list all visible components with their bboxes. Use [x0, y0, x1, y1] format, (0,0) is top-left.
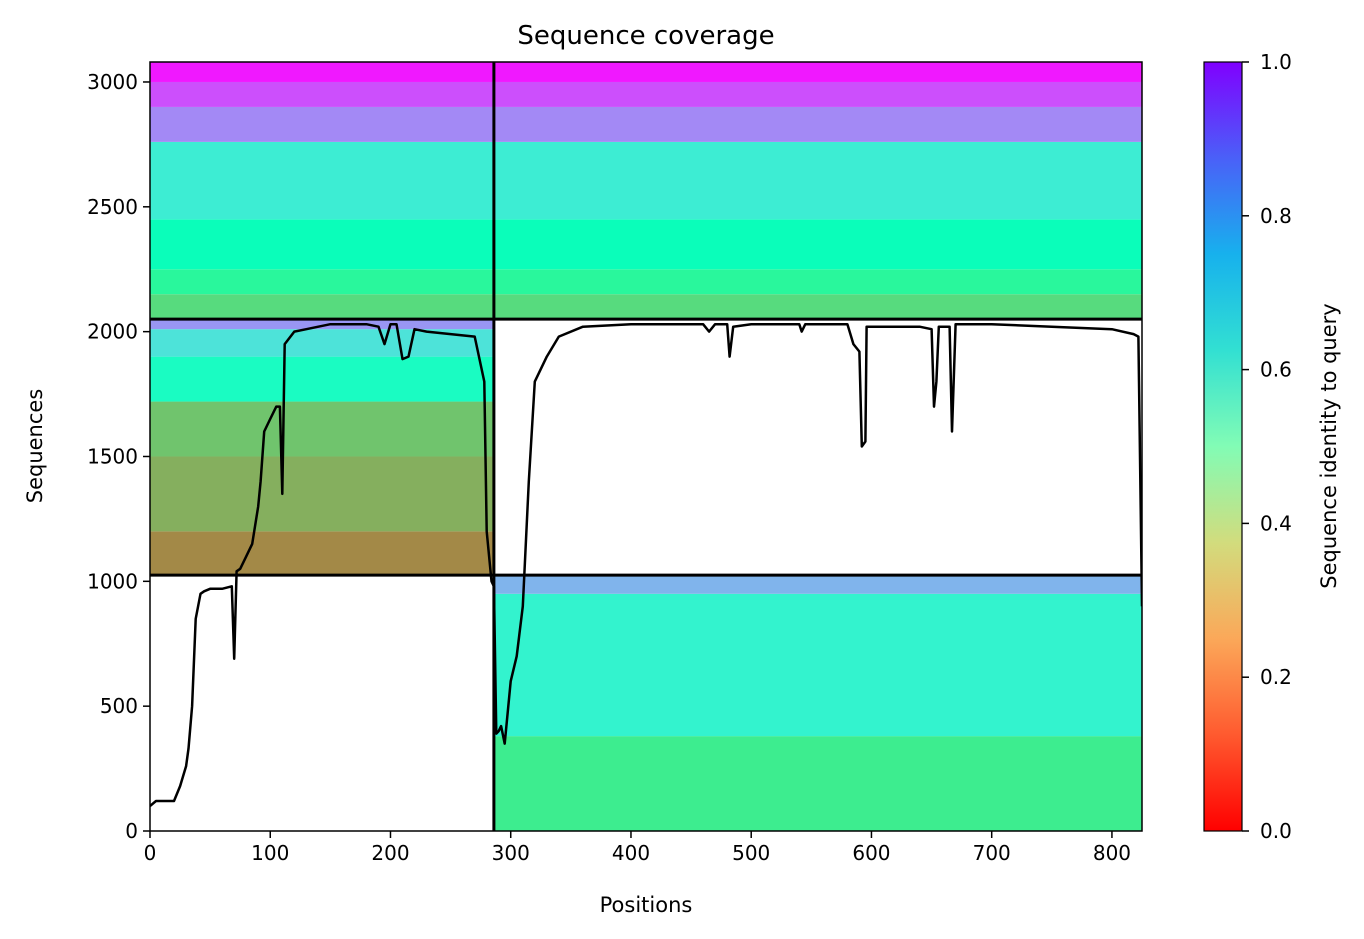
heatmap-band-0-0 — [493, 736, 1142, 831]
colorbar-tick-label: 1.0 — [1260, 50, 1292, 74]
x-tick-label: 0 — [144, 841, 157, 865]
heatmap-band-2-3 — [150, 141, 1142, 220]
x-tick-label: 100 — [251, 841, 289, 865]
y-tick-label: 0 — [125, 819, 138, 843]
heatmap-band-2-5 — [150, 81, 1142, 107]
y-axis-label: Sequences — [23, 389, 47, 504]
colorbar-tick-label: 0.6 — [1260, 358, 1292, 382]
boundary-lines — [150, 62, 1142, 831]
y-tick-label: 2000 — [87, 320, 138, 344]
x-tick-label: 300 — [492, 841, 530, 865]
chart-title: Sequence coverage — [517, 21, 774, 51]
colorbar-ticks: 0.0 0.2 0.4 0.6 0.8 1.0 — [1242, 50, 1292, 843]
x-axis-ticks: 0 100 200 300 400 500 600 700 800 — [144, 831, 1131, 865]
coverage-line-layer — [150, 322, 1142, 807]
y-tick-label: 3000 — [87, 70, 138, 94]
x-tick-label: 800 — [1093, 841, 1131, 865]
heatmap-band-1-0 — [150, 531, 494, 576]
heatmap — [150, 62, 1142, 831]
heatmap-band-1-5 — [150, 319, 494, 330]
plot-frame — [149, 61, 1143, 832]
heatmap-band-2-6 — [150, 62, 1142, 82]
x-tick-label: 200 — [371, 841, 409, 865]
colorbar — [1203, 61, 1243, 832]
colorbar-tick-label: 0.4 — [1260, 511, 1292, 535]
heatmap-band-2-0 — [150, 294, 1142, 320]
y-tick-label: 2500 — [87, 195, 138, 219]
heatmap-band-0-1 — [493, 593, 1142, 737]
y-tick-label: 500 — [100, 694, 138, 718]
x-tick-label: 400 — [612, 841, 650, 865]
colorbar-label: Sequence identity to query — [1317, 303, 1341, 588]
heatmap-band-1-3 — [150, 356, 494, 402]
heatmap-band-2-2 — [150, 219, 1142, 270]
y-axis-ticks: 0 500 1000 1500 2000 2500 3000 — [87, 70, 150, 843]
heatmap-band-0-2 — [493, 575, 1142, 594]
colorbar-tick-label: 0.0 — [1260, 819, 1292, 843]
x-tick-label: 600 — [852, 841, 890, 865]
y-tick-label: 1500 — [87, 444, 138, 468]
y-tick-label: 1000 — [87, 569, 138, 593]
coverage-line — [150, 322, 1142, 807]
x-axis-label: Positions — [600, 893, 693, 917]
x-tick-label: 500 — [732, 841, 770, 865]
colorbar-tick-label: 0.2 — [1260, 665, 1292, 689]
heatmap-band-2-4 — [150, 106, 1142, 142]
heatmap-band-2-1 — [150, 269, 1142, 295]
heatmap-band-1-2 — [150, 401, 494, 457]
heatmap-band-1-1 — [150, 456, 494, 532]
colorbar-tick-label: 0.8 — [1260, 204, 1292, 228]
x-tick-label: 700 — [973, 841, 1011, 865]
